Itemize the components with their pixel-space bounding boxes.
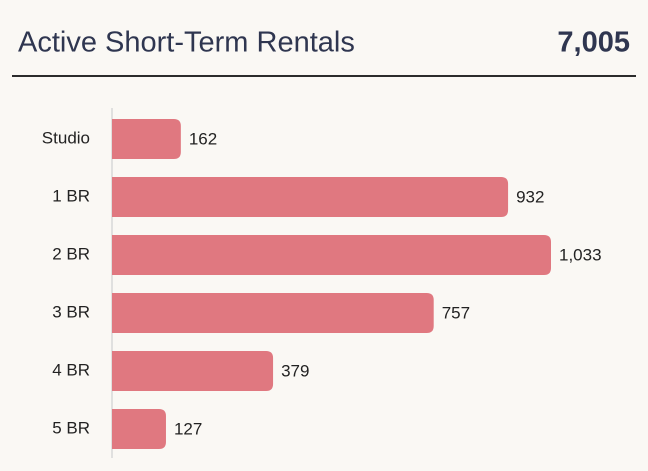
bar (112, 235, 551, 275)
category-label: 1 BR (52, 186, 90, 205)
category-label: 3 BR (52, 302, 90, 321)
value-label: 757 (442, 303, 470, 322)
total: 7,005 (557, 27, 630, 59)
value-label: 379 (281, 361, 309, 380)
value-label: 127 (174, 419, 202, 438)
bar (112, 293, 434, 333)
value-label: 1,033 (559, 245, 602, 264)
bar (112, 409, 166, 449)
bar (112, 177, 509, 217)
bar (112, 119, 181, 159)
category-label: 5 BR (52, 418, 90, 437)
category-label: 4 BR (52, 360, 90, 379)
category-label: Studio (42, 128, 90, 147)
category-label: 2 BR (52, 244, 90, 263)
value-label: 932 (516, 187, 544, 206)
bar (112, 351, 274, 391)
chart-title: Active Short-Term Rentals (18, 27, 355, 59)
value-label: 162 (189, 129, 217, 148)
